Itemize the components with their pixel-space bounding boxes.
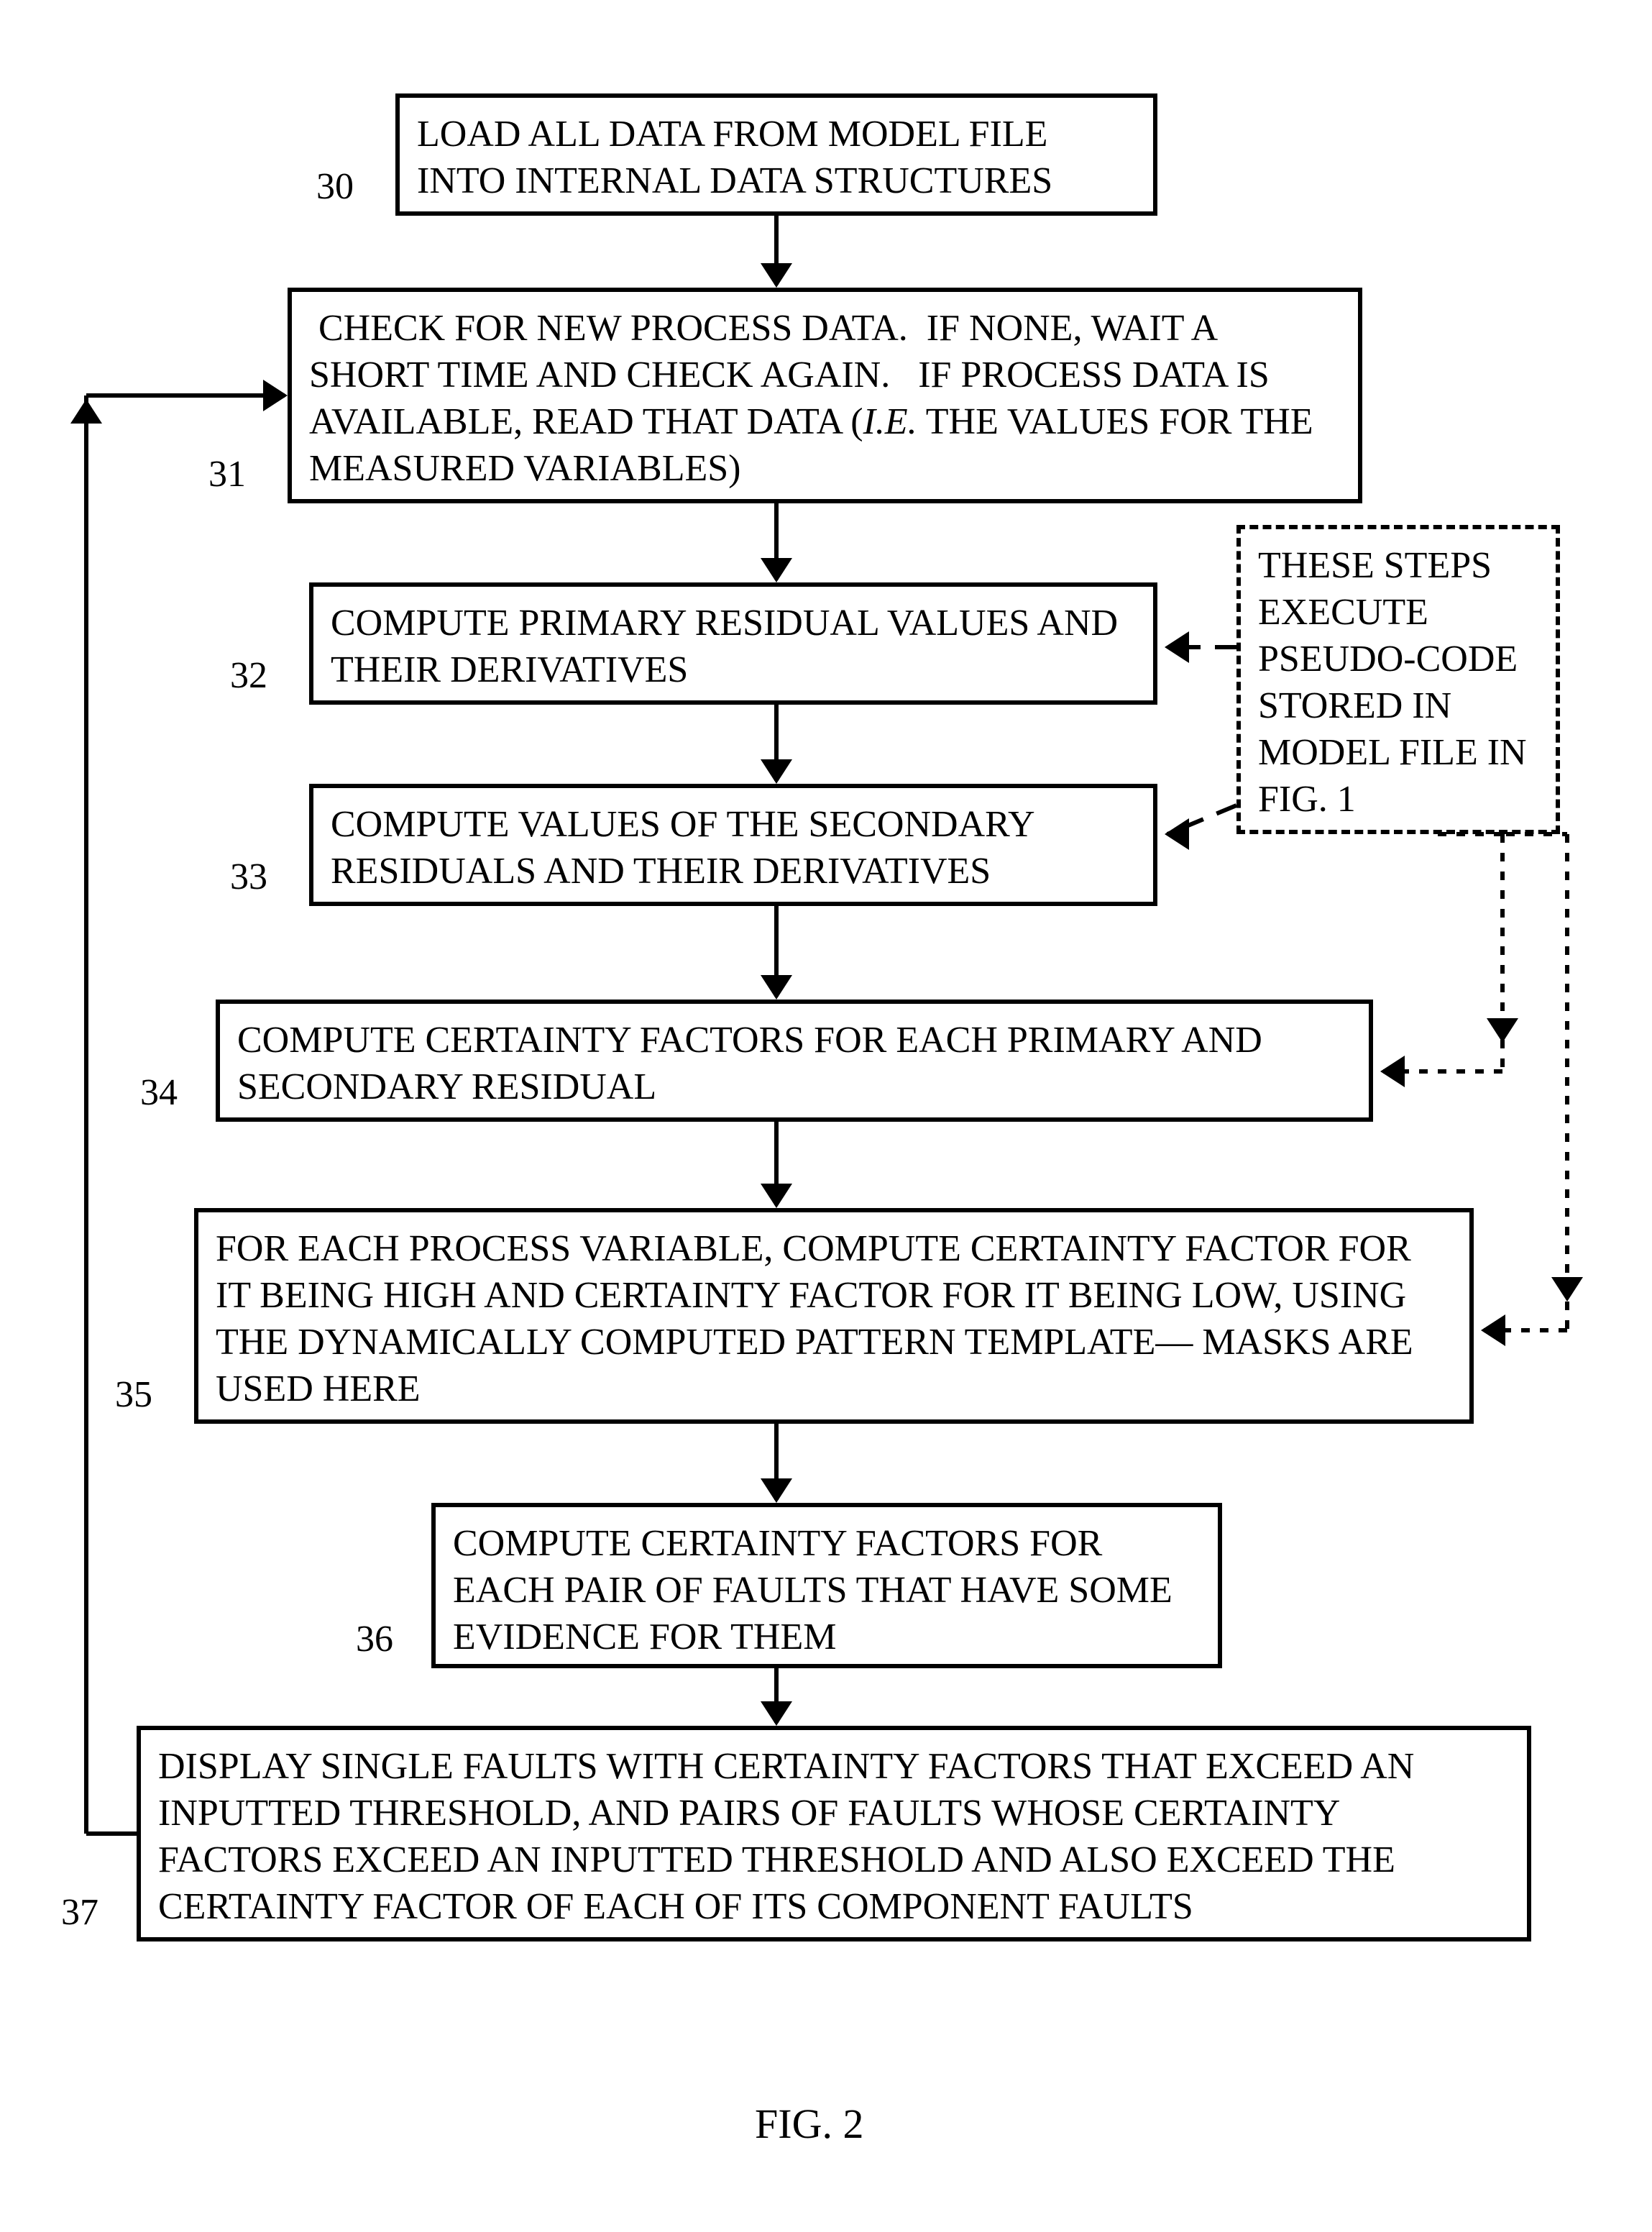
step-30-num: 30 [316,165,354,208]
step-34-text: COMPUTE CERTAINTY FACTORS FOR EACH PRIMA… [237,1020,1262,1107]
step-37-box: DISPLAY SINGLE FAULTS WITH CERTAINTY FAC… [137,1726,1531,1941]
step-36-text: COMPUTE CERTAINTY FACTORS FOR EACH PAIR … [453,1523,1173,1657]
annotation-box: THESE STEPS EXECUTE PSEUDO-CODE STORED I… [1236,525,1560,834]
annotation-text: THESE STEPS EXECUTE PSEUDO-CODE STORED I… [1258,545,1527,820]
step-33-box: COMPUTE VALUES OF THE SECONDARY RESIDUAL… [309,784,1157,906]
step-30-box: LOAD ALL DATA FROM MODEL FILE INTO INTER… [395,93,1157,216]
step-35-num: 35 [115,1373,152,1416]
step-33-num: 33 [230,856,267,898]
step-36-num: 36 [356,1618,393,1660]
step-37-text: DISPLAY SINGLE FAULTS WITH CERTAINTY FAC… [158,1746,1414,1927]
step-31-num: 31 [208,453,246,495]
step-35-text: FOR EACH PROCESS VARIABLE, COMPUTE CERTA… [216,1228,1413,1409]
step-37-num: 37 [61,1891,98,1934]
step-36-box: COMPUTE CERTAINTY FACTORS FOR EACH PAIR … [431,1503,1222,1668]
step-32-text: COMPUTE PRIMARY RESIDUAL VALUES AND THEI… [331,603,1118,690]
step-34-box: COMPUTE CERTAINTY FACTORS FOR EACH PRIMA… [216,1000,1373,1122]
step-35-box: FOR EACH PROCESS VARIABLE, COMPUTE CERTA… [194,1208,1474,1424]
step-30-text: LOAD ALL DATA FROM MODEL FILE INTO INTER… [417,114,1052,201]
step-33-text: COMPUTE VALUES OF THE SECONDARY RESIDUAL… [331,804,1034,892]
step-32-box: COMPUTE PRIMARY RESIDUAL VALUES AND THEI… [309,582,1157,705]
flowchart-page: LOAD ALL DATA FROM MODEL FILE INTO INTER… [0,0,1652,2232]
step-34-num: 34 [140,1071,178,1114]
figure-label: FIG. 2 [755,2100,863,2148]
step-31-box: CHECK FOR NEW PROCESS DATA. IF NONE, WAI… [288,288,1362,503]
step-31-text: CHECK FOR NEW PROCESS DATA. IF NONE, WAI… [309,308,1313,489]
step-32-num: 32 [230,654,267,697]
